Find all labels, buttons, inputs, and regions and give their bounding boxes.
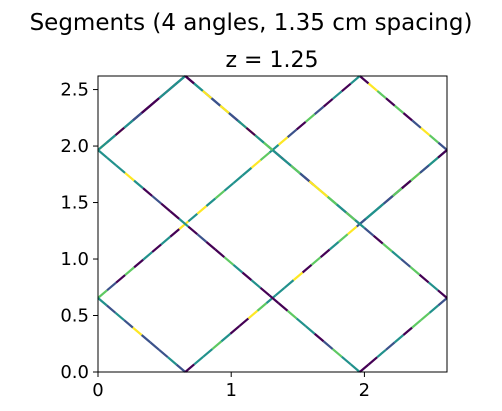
y-tick-label: 0.5 xyxy=(60,306,89,327)
ticks-layer: 0 1 2 0.0 0.5 1.0 1.5 2.0 2.5 xyxy=(60,80,370,401)
segment-7 xyxy=(184,149,448,373)
x-tick-label: 1 xyxy=(225,380,236,401)
y-tick-label: 2.5 xyxy=(60,80,89,101)
y-tick-label: 0.0 xyxy=(60,362,89,383)
segment-12 xyxy=(184,75,274,151)
segment-6 xyxy=(97,297,186,373)
y-tick-label: 2.0 xyxy=(60,136,89,157)
segments-layer xyxy=(97,75,448,373)
segment-5 xyxy=(97,75,361,299)
y-tick-label: 1.0 xyxy=(60,249,89,270)
segment-4 xyxy=(359,75,448,151)
plot-frame xyxy=(97,75,448,373)
segment-9 xyxy=(97,149,361,373)
segment-11 xyxy=(271,149,448,299)
axes-title: z = 1.25 xyxy=(226,48,319,73)
segment-10 xyxy=(359,297,448,373)
y-tick-label: 1.5 xyxy=(60,193,89,214)
x-tick-label: 0 xyxy=(92,380,103,401)
x-tick-label: 2 xyxy=(359,380,370,401)
figure-suptitle: Segments (4 angles, 1.35 cm spacing) xyxy=(30,10,473,36)
segment-8 xyxy=(97,75,186,151)
